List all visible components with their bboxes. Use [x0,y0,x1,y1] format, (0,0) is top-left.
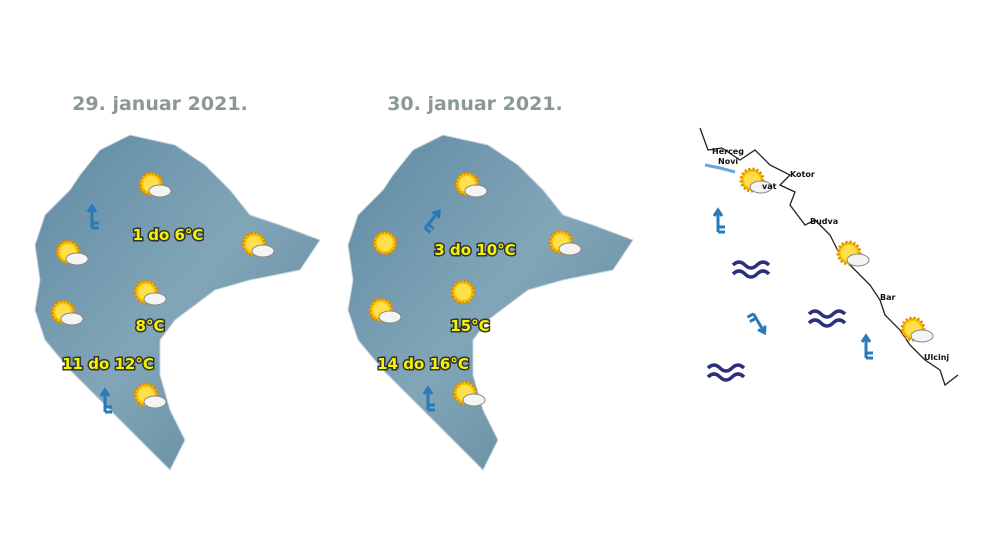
date: 29. januar 2021. [72,93,248,115]
temperature: 1 do 6°C [133,226,204,244]
temperature: 8°C [136,317,165,335]
city-label: Herceg [712,147,744,156]
sea-state [706,363,746,382]
temperature: 11 do 12°C [62,355,154,373]
weather-icon [372,230,398,256]
date: 30. januar 2021. [387,93,563,115]
city-label: Bar [880,293,895,302]
map-day-1: 29. januar 2021. 1 do 6°C 8°C 11 do 12°C [34,93,321,471]
city-label: Ulcinj [924,353,949,362]
weather-icon [450,279,476,305]
wind-arrow [860,334,875,360]
weather-icon [838,242,869,266]
sea-state [731,260,771,279]
city-label: Novi [718,157,738,166]
temperature: 15°C [450,317,489,335]
city-label: Budva [810,217,838,226]
temperature: 14 do 16°C [377,355,469,373]
sea-state [807,309,847,328]
city-label: vat [762,182,777,191]
coast-map: Herceg Novi Kotor vat Budva Bar Ulcinj [699,127,959,387]
wind-arrow [745,310,770,338]
temperature: 3 do 10°C [434,241,515,259]
wind-arrow [712,208,727,234]
map-day-2: 30. januar 2021. 3 do 10°C 15°C 14 do 16… [347,93,634,471]
coastline [699,127,959,387]
country-map [34,134,321,471]
city-label: Kotor [790,170,815,179]
bay [704,163,736,174]
weather-icon [902,318,933,342]
